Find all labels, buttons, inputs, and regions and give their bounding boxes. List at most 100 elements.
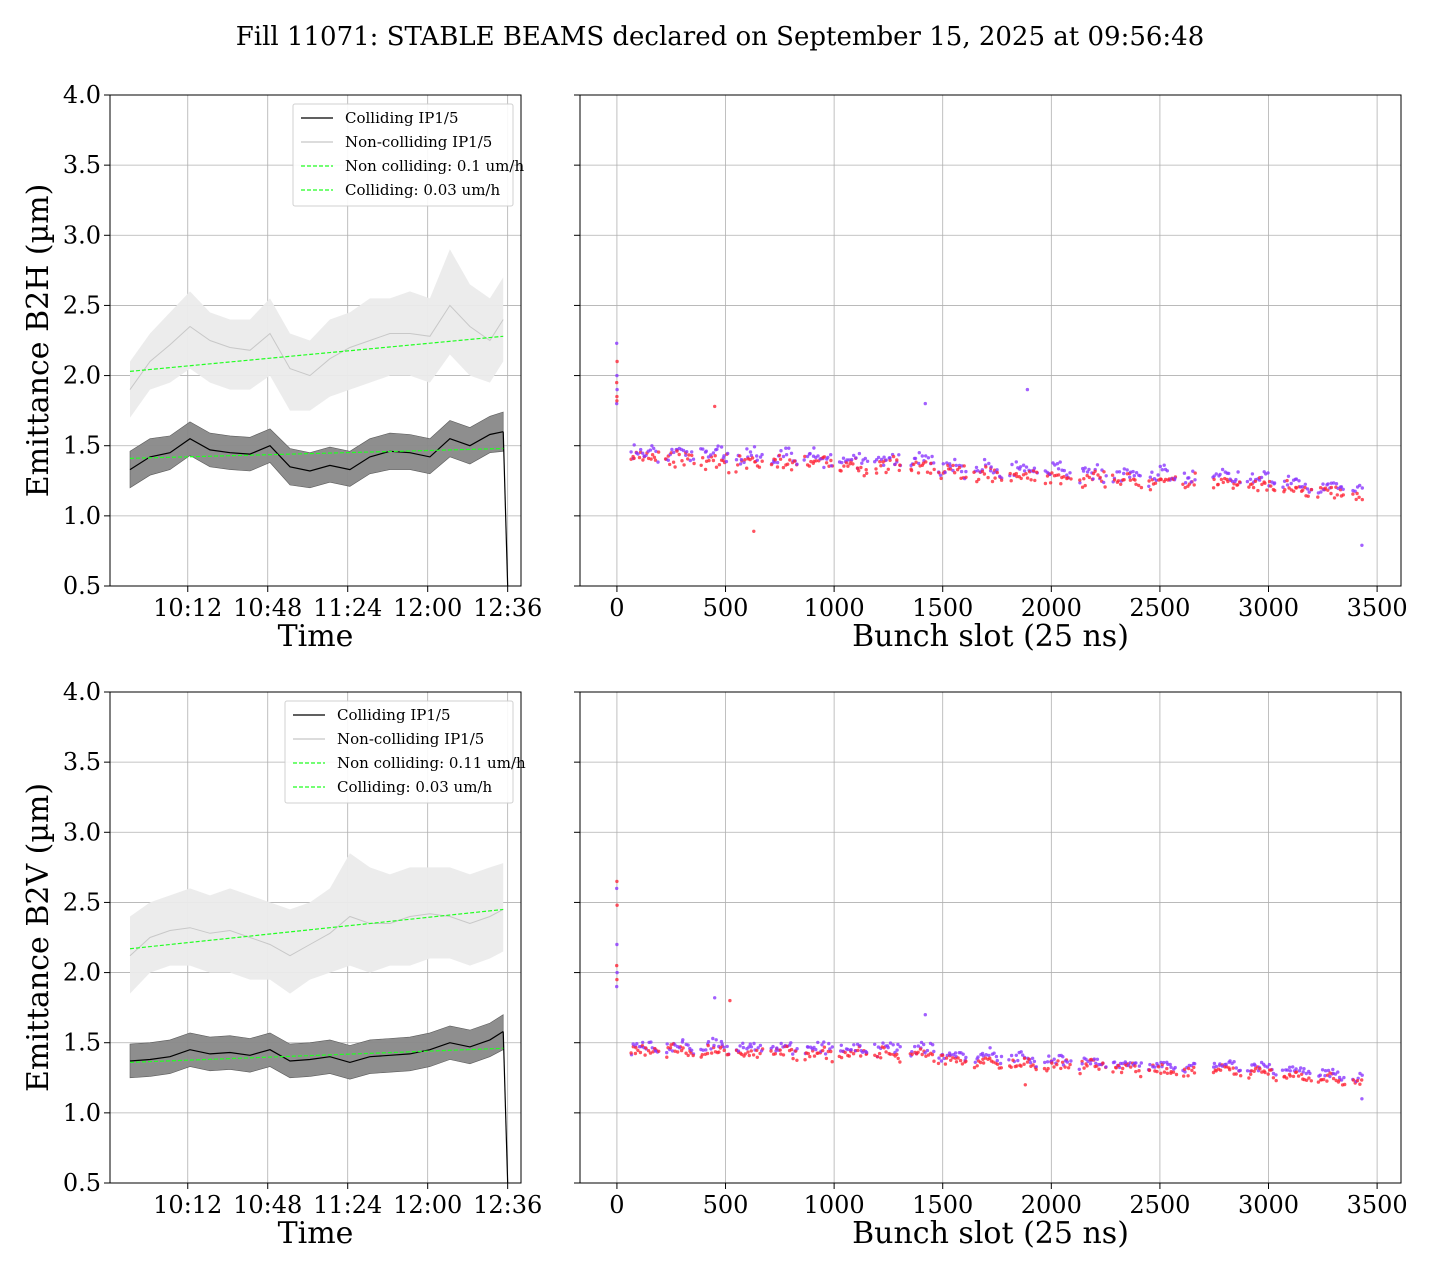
bunch-point <box>1153 481 1158 485</box>
bunch-point <box>857 451 862 456</box>
bunch-point <box>752 529 756 533</box>
noncolliding-fit-line <box>129 335 504 372</box>
axes-frame <box>109 94 522 587</box>
bunch-point <box>1147 479 1151 483</box>
bunch-point <box>760 452 764 457</box>
bunch-point <box>808 451 812 456</box>
bunch-point <box>957 465 962 470</box>
bunch-point <box>690 1048 694 1053</box>
bunch-point <box>1069 1059 1073 1063</box>
bunch-point <box>1080 485 1085 489</box>
bunch-point <box>615 970 619 975</box>
bunch-point <box>615 984 619 989</box>
bunch-point <box>680 459 684 463</box>
x-tick-label: 3500 <box>1347 1191 1408 1219</box>
bunch-point <box>752 1041 756 1046</box>
bunch-point <box>876 455 881 460</box>
bunch-point <box>859 1054 863 1058</box>
bunch-point <box>681 1046 685 1050</box>
bunch-point <box>648 1051 653 1055</box>
bunch-point <box>920 454 924 458</box>
bunch-point <box>814 1047 818 1052</box>
bunch-point <box>884 1050 888 1054</box>
bunch-point <box>741 1041 745 1046</box>
bunch-point <box>1291 1074 1296 1079</box>
bunch-point <box>1266 471 1270 475</box>
bunch-point <box>755 458 759 462</box>
bunch-point <box>1165 1071 1170 1076</box>
bunch-point <box>939 1059 944 1063</box>
bunch-point <box>917 461 921 466</box>
bunch-point <box>632 443 636 447</box>
bunch-point <box>1134 482 1138 486</box>
bunch-point <box>1192 1071 1197 1075</box>
bunch-point <box>1055 462 1060 466</box>
bunch-point <box>926 456 931 460</box>
bunch-point <box>981 1054 986 1058</box>
bunch-point <box>857 469 861 473</box>
bunch-point <box>1156 473 1160 477</box>
bunch-point <box>1080 1059 1084 1064</box>
bunch-point <box>641 458 645 462</box>
bunch-point <box>1336 1070 1340 1074</box>
bunch-point <box>1043 481 1048 486</box>
x-axis-label: Time <box>278 1216 354 1251</box>
y-tick-label: 2.5 <box>63 888 101 916</box>
bunch-point <box>681 1038 685 1042</box>
bunch-point <box>1057 473 1061 477</box>
bunch-point <box>1304 1078 1309 1083</box>
bunch-point <box>648 448 653 452</box>
x-axis-label: Bunch slot (25 ns) <box>852 1216 1129 1251</box>
bunch-point <box>1102 480 1106 485</box>
bunch-point <box>1050 1061 1054 1065</box>
bunch-point <box>1323 486 1328 490</box>
bunch-point <box>1273 488 1277 493</box>
bunch-point <box>1095 1057 1100 1062</box>
bunch-point <box>615 399 619 403</box>
bunch-point <box>842 464 846 468</box>
bunch-point <box>1032 466 1037 470</box>
bunch-point <box>1148 475 1153 479</box>
bunch-point <box>1285 1076 1289 1080</box>
bunch-point <box>826 1049 830 1054</box>
bunch-point <box>920 1052 924 1057</box>
bunch-point <box>1048 481 1053 485</box>
bunch-point <box>999 1066 1003 1070</box>
bunch-point <box>913 1044 917 1049</box>
bunch-point <box>886 467 890 471</box>
bunch-point <box>972 470 976 474</box>
bunch-point <box>991 1060 995 1064</box>
bunch-point <box>1133 1064 1137 1068</box>
b2v-bunch-panel: 0 500 1000 1500 2000 2500 3000 3500 Bunch slot (… <box>574 691 1408 1251</box>
bunch-point <box>974 465 979 470</box>
bunch-point <box>771 1044 775 1049</box>
bunch-point <box>881 1041 885 1045</box>
bunch-point <box>962 464 966 468</box>
bunch-point <box>1249 1069 1254 1073</box>
bunch-point <box>964 469 968 474</box>
bunch-point <box>679 1048 684 1053</box>
bunch-point <box>709 1047 713 1051</box>
bunch-point <box>855 466 860 470</box>
bunch-point <box>1094 1061 1098 1066</box>
legend-label: Colliding IP1/5 <box>337 706 451 724</box>
noncolliding-line <box>129 304 504 390</box>
bunch-point <box>1287 486 1291 490</box>
bunch-point <box>1162 1070 1167 1074</box>
bunch-point <box>1334 482 1339 486</box>
colliding-fit-line <box>129 1047 504 1063</box>
bunch-point <box>745 466 749 470</box>
bunch-point <box>910 1050 914 1054</box>
bunch-point <box>818 457 822 461</box>
bunch-point <box>1351 1078 1356 1082</box>
bunch-point <box>961 1052 965 1056</box>
bunch-point <box>1325 1079 1329 1083</box>
bunch-point <box>945 1053 949 1058</box>
bunch-point <box>807 464 812 468</box>
bunch-point <box>1326 482 1330 486</box>
bunch-point <box>1085 1064 1089 1068</box>
bunch-point <box>863 456 867 461</box>
bunch-point <box>1272 481 1277 485</box>
bunch-point <box>704 449 708 453</box>
bunch-point <box>1061 1055 1065 1059</box>
